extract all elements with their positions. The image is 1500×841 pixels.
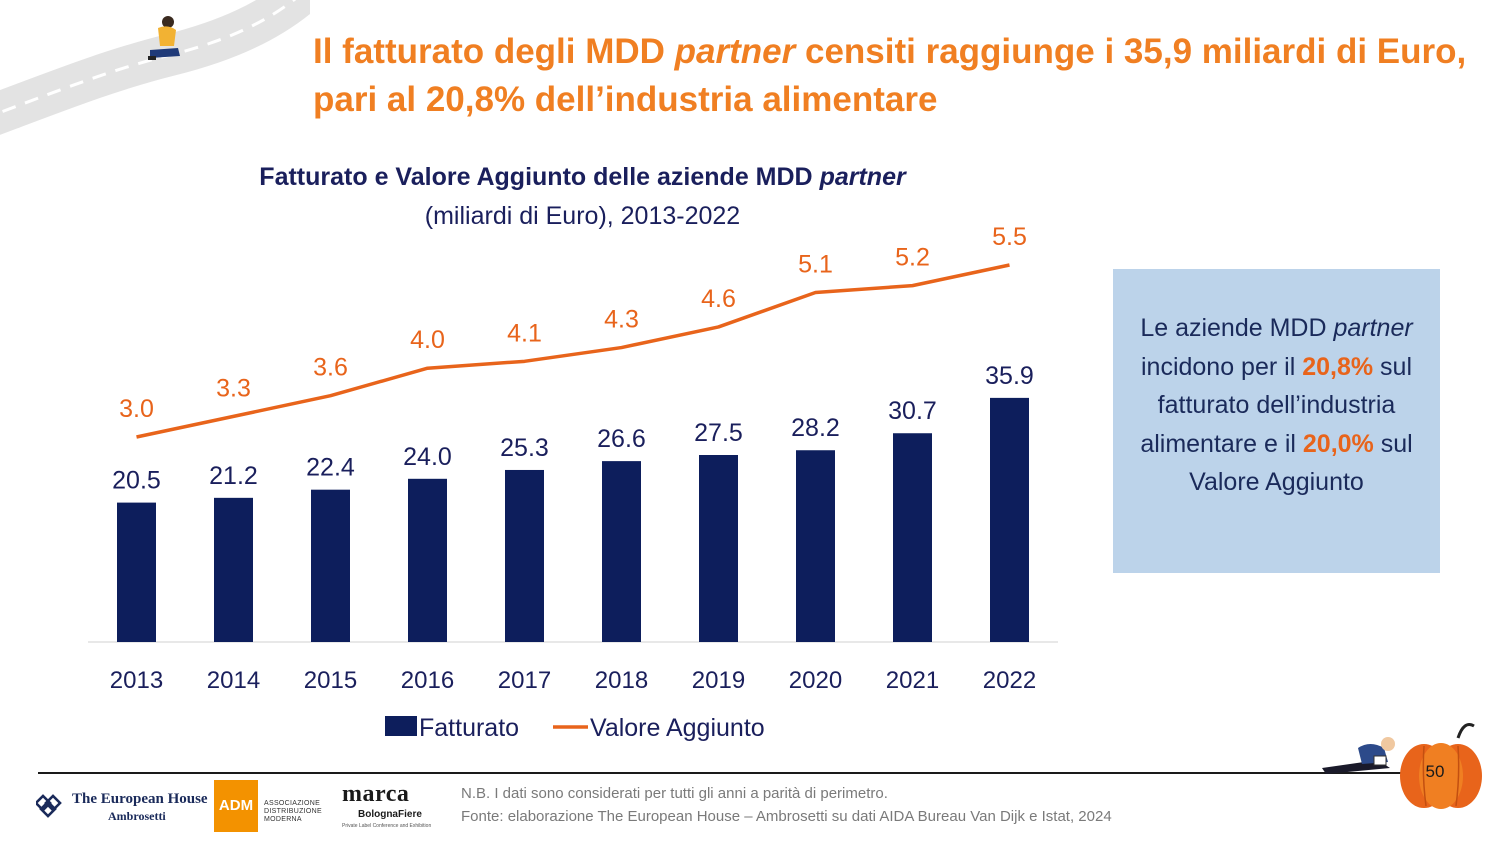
x-tick-2016: 2016 [401,667,454,694]
bar-fatturato-2016 [408,478,447,642]
bar-fatturato-2014 [214,497,253,642]
slide-title: Il fatturato degli MDD partner censiti r… [313,32,1467,119]
teh-mark-icon [36,794,62,818]
line-label-2013: 3.0 [119,395,154,423]
legend-label-fatturato: Fatturato [419,714,519,742]
info-box: Le aziende MDD partner incidono per il 2… [1113,269,1440,573]
line-label-2014: 3.3 [216,374,251,402]
line-label-2018: 4.3 [604,306,639,334]
bar-label-2016: 24.0 [403,443,452,471]
x-tick-2015: 2015 [304,667,357,694]
bar-fatturato-2018 [602,461,641,642]
legend-swatch-fatturato [385,716,417,736]
footnote: N.B. I dati sono considerati per tutti g… [461,782,1112,828]
adm-logo: ADM ASSOCIAZIONE DISTRIBUZIONE MODERNA [214,780,342,836]
x-tick-2013: 2013 [110,667,163,694]
x-tick-2018: 2018 [595,667,648,694]
footnote-note: N.B. I dati sono considerati per tutti g… [461,785,888,802]
combo-chart: 20.5 2013 21.2 2014 22.4 2015 24.0 2016 25.3 2017… [88,223,1058,742]
bar-fatturato-2022 [990,397,1029,642]
bar-fatturato-2017 [505,469,544,642]
x-tick-2021: 2021 [886,667,939,694]
marca-logo: marca BolognaFiere Private Label Confere… [342,781,432,829]
bar-label-2022: 35.9 [985,362,1034,390]
x-tick-2019: 2019 [692,667,745,694]
x-tick-2022: 2022 [983,667,1036,694]
bar-label-2021: 30.7 [888,397,937,425]
page-number: 50 [1425,762,1445,781]
x-tick-2020: 2020 [789,667,842,694]
x-tick-2014: 2014 [207,667,260,694]
sitting-girl-icon [148,16,180,60]
chart-subtitle: (miliardi di Euro), 2013-2022 [424,202,741,230]
line-label-2016: 4.0 [410,326,445,354]
teh-logo: The European House Ambrosetti [36,788,208,828]
pumpkin-reading-man-icon [1322,723,1482,809]
line-label-2020: 5.1 [798,251,833,279]
footnote-source: Fonte: elaborazione The European House –… [461,808,1112,825]
line-label-2019: 4.6 [701,285,736,313]
line-label-2015: 3.6 [313,354,348,382]
bar-label-2018: 26.6 [597,425,646,453]
line-label-2022: 5.5 [992,223,1027,251]
line-label-2017: 4.1 [507,319,542,347]
bar-label-2017: 25.3 [500,434,549,462]
bar-fatturato-2013 [117,502,156,642]
bar-label-2015: 22.4 [306,454,355,482]
bar-fatturato-2020 [796,450,835,642]
chart-title: Fatturato e Valore Aggiunto delle aziend… [259,163,906,191]
bar-label-2019: 27.5 [694,419,743,447]
bar-label-2013: 20.5 [112,467,161,495]
legend-label-valore-aggiunto: Valore Aggiunto [590,714,765,742]
bar-label-2020: 28.2 [791,414,840,442]
line-label-2021: 5.2 [895,244,930,272]
line-valore-aggiunto [136,263,1010,439]
bar-fatturato-2019 [699,455,738,642]
x-tick-2017: 2017 [498,667,551,694]
footer-divider [38,772,1438,774]
bar-fatturato-2021 [893,433,932,642]
bar-label-2014: 21.2 [209,462,258,490]
bar-fatturato-2015 [311,489,350,642]
